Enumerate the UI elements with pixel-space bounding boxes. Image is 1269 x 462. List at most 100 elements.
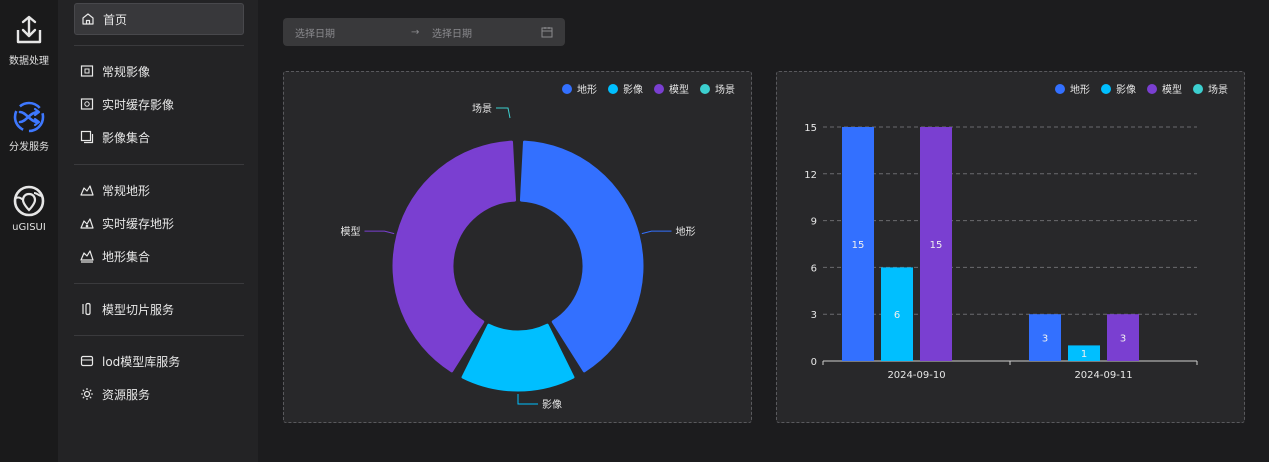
start-date-input[interactable]: 选择日期 [295,28,335,40]
slice-label: 影像 [542,399,562,411]
bar [881,267,913,361]
bar-value-label: 6 [894,310,900,321]
leader-line [517,394,538,405]
legend-marker [1101,84,1111,94]
menu-item-terrain-collection[interactable]: 地形集合 [74,240,244,272]
side-menu: 首页 常规影像 实时缓存影像 影像集合 常规地形 [58,0,258,462]
menu-item-model-tile-service[interactable]: 模型切片服务 [74,293,244,325]
y-tick-label: 9 [811,217,817,228]
donut-slice [519,140,644,373]
bar [920,127,952,361]
menu-item-label: 常规影像 [102,64,151,79]
menu-divider [74,283,244,284]
bar-value-label: 1 [1081,349,1087,360]
legend-marker [608,84,618,94]
x-tick-label: 2024-09-11 [1074,370,1132,381]
menu-item-lod-model-service[interactable]: lod模型库服务 [74,345,244,377]
legend-label: 影像 [1116,84,1136,96]
legend-marker [1193,84,1203,94]
menu-item-label: 影像集合 [102,130,151,145]
menu-item-home[interactable]: 首页 [74,3,244,35]
menu-item-cache-image[interactable]: 实时缓存影像 [74,88,244,120]
x-tick-label: 2024-09-10 [887,370,945,381]
image-collection-icon [80,130,94,144]
menu-item-resource-service[interactable]: 资源服务 [74,378,244,410]
menu-item-label: 模型切片服务 [102,302,175,317]
cache-image-icon [80,97,94,111]
terrain-collection-icon [80,249,94,263]
end-date-input[interactable]: 选择日期 [432,28,472,40]
bar [842,127,874,361]
slice-label: 模型 [340,225,360,238]
menu-item-image-collection[interactable]: 影像集合 [74,121,244,153]
leader-line [364,230,395,235]
bar-value-label: 3 [1120,334,1126,345]
date-range-picker[interactable]: 选择日期 → 选择日期 [283,18,565,46]
menu-item-label: lod模型库服务 [102,354,181,369]
icon-rail: 数据处理 分发服务 uGISUI [0,0,58,462]
image-icon [80,64,94,78]
menu-item-regular-image[interactable]: 常规影像 [74,55,244,87]
y-tick-label: 15 [804,123,817,134]
donut-chart-panel: 地形 影像 模型 场景 地形 影像 模型 场景 [283,71,752,423]
menu-item-label: 地形集合 [102,249,151,264]
slice-label: 场景 [472,102,492,115]
slice-label: 地形 [676,225,696,238]
y-tick-label: 3 [811,310,817,321]
bar [1107,314,1139,361]
rail-label: 数据处理 [9,56,49,67]
rail-item-data-processing[interactable]: 数据处理 [0,14,58,67]
bar [1068,345,1100,361]
terrain-icon [80,183,94,197]
legend-label: 场景 [1208,83,1228,96]
y-tick-label: 0 [811,357,817,368]
menu-divider [74,45,244,46]
legend-marker [700,84,710,94]
y-tick-label: 6 [811,263,817,274]
rail-label: 分发服务 [9,142,49,153]
y-tick-label: 12 [804,170,817,181]
lod-model-icon [80,354,94,368]
bar [1029,314,1061,361]
bar-chart-panel: 地形 影像 模型 场景 0 3 6 9 12 15 15 6 15 2024-09-10 3 1 3 2024-0… [776,71,1245,423]
home-icon [81,12,95,26]
menu-item-label: 常规地形 [102,183,151,198]
menu-divider [74,335,244,336]
distribute-icon [0,100,58,134]
menu-item-label: 实时缓存地形 [102,216,175,231]
globe-pin-icon [0,184,58,218]
leader-line [641,230,672,235]
legend-label: 模型 [1162,83,1182,96]
leader-line [496,107,511,119]
rail-item-ugisui[interactable]: uGISUI [0,184,58,233]
legend-label: 模型 [669,83,689,96]
legend-marker [562,84,572,94]
legend-label: 地形 [577,83,597,96]
legend-marker [1055,84,1065,94]
donut-slice [461,323,575,392]
rail-label: uGISUI [12,222,46,233]
donut-slice [392,140,517,373]
legend-label: 场景 [715,83,735,96]
cache-terrain-icon [80,216,94,230]
menu-divider [74,164,244,165]
calendar-icon[interactable] [541,26,553,41]
resource-icon [80,387,94,401]
bar-value-label: 3 [1042,334,1048,345]
date-separator: → [411,26,420,38]
rail-item-distribution[interactable]: 分发服务 [0,100,58,153]
download-tray-icon [0,14,58,48]
main-content: 选择日期 → 选择日期 地形 影像 模型 场景 地形 影像 模型 场景 地形 影像 模型 场景 0 3 6… [258,0,1269,462]
menu-item-cache-terrain[interactable]: 实时缓存地形 [74,207,244,239]
menu-item-regular-terrain[interactable]: 常规地形 [74,174,244,206]
bar-value-label: 15 [930,240,943,251]
legend-label: 地形 [1070,83,1090,96]
menu-item-label: 首页 [103,12,128,27]
legend-marker [654,84,664,94]
bar-chart: 地形 影像 模型 场景 0 3 6 9 12 15 15 6 15 2024-09-10 3 1 3 2024-0… [804,83,1228,381]
menu-item-label: 资源服务 [102,387,151,402]
legend-label: 影像 [623,84,643,96]
model-tile-icon [80,302,94,316]
